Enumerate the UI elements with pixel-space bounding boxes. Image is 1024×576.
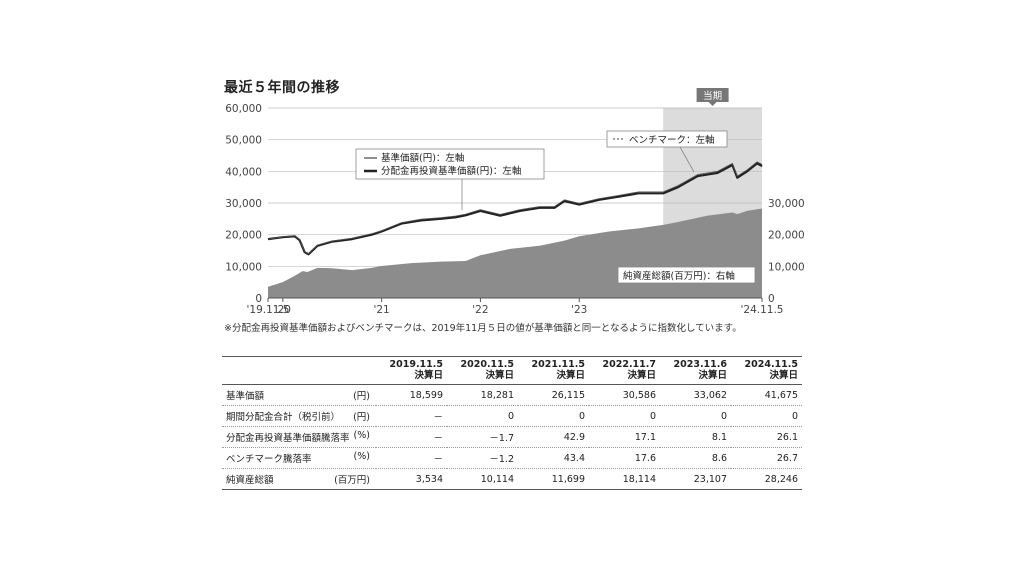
legend-label-assets: 純資産総額(百万円)：右軸 xyxy=(623,270,735,282)
chart-title: 最近５年間の推移 xyxy=(224,80,340,96)
table-row: 純資産総額 (百万円) 3,534 10,114 11,699 18,114 23… xyxy=(222,468,802,490)
table-cell: 28,246 xyxy=(731,468,802,490)
table-cell: 26.7 xyxy=(731,447,802,469)
right-axis-tick-label: 20,000 xyxy=(768,230,805,242)
right-axis-tick-label: 0 xyxy=(768,293,775,305)
table-cell: 8.1 xyxy=(660,426,731,448)
table-cell: － xyxy=(376,447,447,469)
row-label: 分配金再投資基準価額騰落率 (%) xyxy=(222,426,376,448)
legend-label-reinvested: 分配金再投資基準価額(円)：左軸 xyxy=(381,165,521,177)
net-assets-area xyxy=(268,208,762,298)
benchmark-legend-box xyxy=(606,130,728,148)
row-label: 純資産総額 (百万円) xyxy=(222,468,376,490)
table-cell: 41,675 xyxy=(731,384,802,406)
table-cell: 11,699 xyxy=(518,468,589,490)
table-row: 分配金再投資基準価額騰落率 (%) － －1.7 42.9 17.1 8.1 26… xyxy=(222,426,802,448)
x-axis-tick-label: '23 xyxy=(571,304,587,316)
table-cell: 0 xyxy=(731,405,802,427)
table-cell: － xyxy=(376,405,447,427)
table-cell: －1.7 xyxy=(447,426,518,448)
left-axis-tick-label: 60,000 xyxy=(225,103,262,115)
current-period-badge xyxy=(696,88,729,102)
table-cell: 0 xyxy=(589,405,660,427)
table-header-2020: 2020.11.5 決算日 xyxy=(447,356,518,385)
performance-chart: 当期 0 10,000 20,000 30,000 40,000 50,000 60,000 0… xyxy=(225,88,805,316)
right-axis-tick-label: 30,000 xyxy=(768,198,805,210)
table-cell: 18,114 xyxy=(589,468,660,490)
assets-legend-box xyxy=(617,266,756,284)
left-axis-tick-label: 10,000 xyxy=(225,261,262,273)
left-axis-tick-label: 20,000 xyxy=(225,230,262,242)
table-cell: 0 xyxy=(518,405,589,427)
table-header-2021: 2021.11.5 決算日 xyxy=(518,356,589,385)
legend-label-nav: 基準価額(円)：左軸 xyxy=(381,152,464,164)
right-axis-tick-label: 10,000 xyxy=(768,261,805,273)
table-row: ベンチマーク騰落率 (%) － －1.2 43.4 17.6 8.6 26.7 xyxy=(222,447,802,469)
table-cell: －1.2 xyxy=(447,447,518,469)
left-axis-tick-label: 30,000 xyxy=(225,198,262,210)
main-legend-box xyxy=(355,148,545,180)
table-header-row: 2019.11.5 決算日 2020.11.5 決算日 2021.11.5 決算日 2… xyxy=(222,356,802,385)
x-axis-tick-label: '19.11.5 xyxy=(247,304,290,316)
table-cell: 17.6 xyxy=(589,447,660,469)
row-label: ベンチマーク騰落率 (%) xyxy=(222,447,376,469)
table-cell: 0 xyxy=(447,405,518,427)
table-row: 期間分配金合計（税引前） (円) － 0 0 0 0 0 xyxy=(222,405,802,427)
table-cell: 33,062 xyxy=(660,384,731,406)
chart-footnote: ※分配金再投資基準価額およびベンチマークは、2019年11月５日の値が基準価額と… xyxy=(224,323,742,334)
row-label: 基準価額 (円) xyxy=(222,384,376,406)
left-axis-tick-label: 50,000 xyxy=(225,135,262,147)
table-header-2019: 2019.11.5 決算日 xyxy=(376,356,447,385)
series-line-3 xyxy=(267,161,763,255)
series-line-2 xyxy=(267,162,763,255)
table-cell: 23,107 xyxy=(660,468,731,490)
table-cell: 17.1 xyxy=(589,426,660,448)
table-header-2023: 2023.11.6 決算日 xyxy=(660,356,731,385)
table-cell: 8.6 xyxy=(660,447,731,469)
x-axis-tick-label: '20 xyxy=(275,304,291,316)
current-period-label: 当期 xyxy=(703,90,722,102)
x-axis-tick-label: '21 xyxy=(373,304,389,316)
table-cell: 26.1 xyxy=(731,426,802,448)
table-cell: 43.4 xyxy=(518,447,589,469)
table-cell: 0 xyxy=(660,405,731,427)
table-header-2024: 2024.11.5 決算日 xyxy=(731,356,802,385)
benchmark-leader-line xyxy=(679,146,695,173)
table-cell: － xyxy=(376,426,447,448)
table-cell: 3,534 xyxy=(376,468,447,490)
table-cell: 42.9 xyxy=(518,426,589,448)
table-row: 基準価額 (円) 18,599 18,281 26,115 30,586 33,0… xyxy=(222,384,802,406)
current-period-pointer xyxy=(708,102,717,106)
performance-table: 2019.11.5 決算日 2020.11.5 決算日 2021.11.5 決算日 2… xyxy=(222,356,802,490)
left-axis-tick-label: 40,000 xyxy=(225,166,262,178)
table-cell: 26,115 xyxy=(518,384,589,406)
row-label: 期間分配金合計（税引前） (円) xyxy=(222,405,376,427)
table-cell: 30,586 xyxy=(589,384,660,406)
legend-label-benchmark: ベンチマーク：左軸 xyxy=(629,134,715,146)
table-header-blank xyxy=(222,356,376,385)
x-axis-tick-label: '22 xyxy=(472,304,488,316)
left-axis-tick-label: 0 xyxy=(255,293,262,305)
table-cell: 10,114 xyxy=(447,468,518,490)
table-header-2022: 2022.11.7 決算日 xyxy=(589,356,660,385)
table-cell: 18,599 xyxy=(376,384,447,406)
x-axis-tick-label: '24.11.5 xyxy=(741,304,784,316)
table-cell: 18,281 xyxy=(447,384,518,406)
